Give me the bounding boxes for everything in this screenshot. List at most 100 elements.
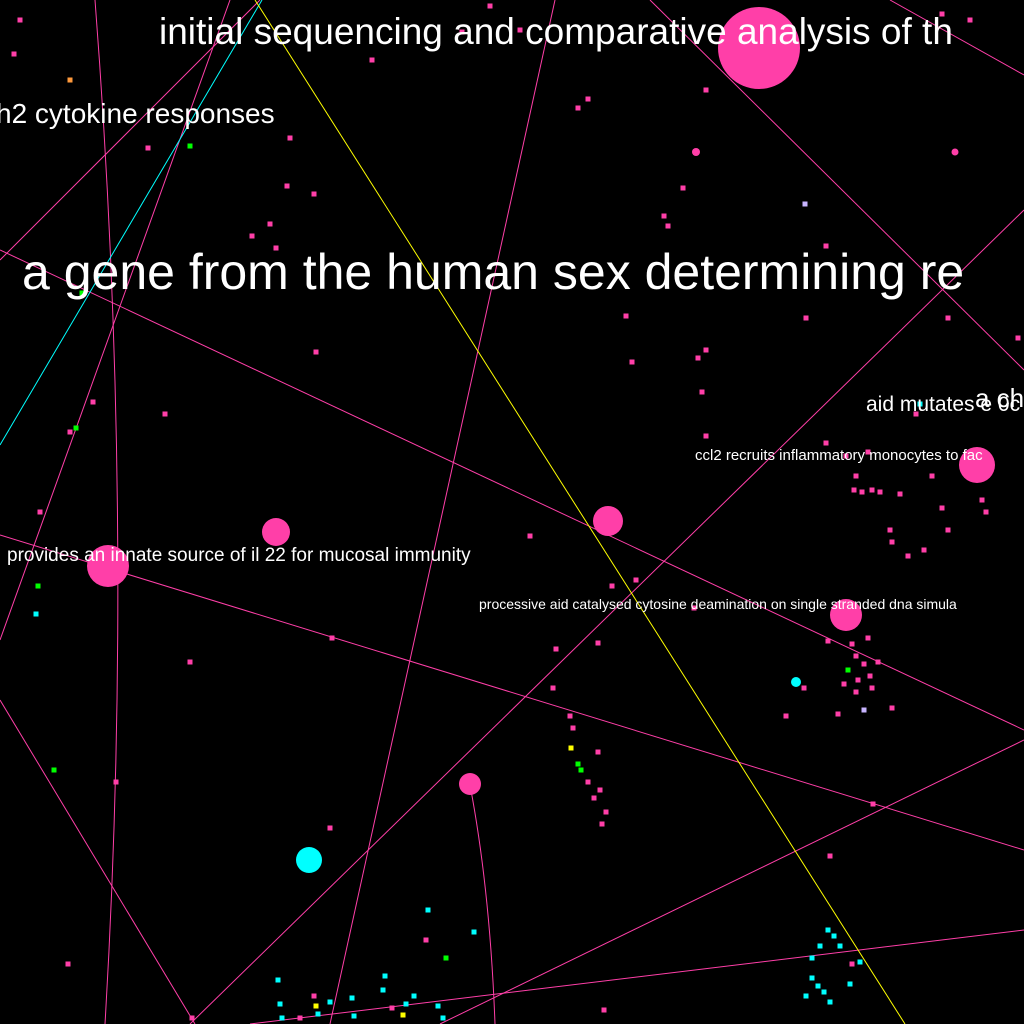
graph-node-small[interactable] bbox=[633, 577, 639, 583]
graph-node[interactable] bbox=[459, 773, 481, 795]
graph-node-small[interactable] bbox=[527, 533, 533, 539]
graph-node-small[interactable] bbox=[591, 795, 597, 801]
graph-node-small[interactable] bbox=[51, 767, 57, 773]
graph-node-small[interactable] bbox=[67, 429, 73, 435]
graph-node-small[interactable] bbox=[277, 1001, 283, 1007]
graph-node-small[interactable] bbox=[821, 989, 827, 995]
graph-node-small[interactable] bbox=[1015, 335, 1021, 341]
graph-node-small[interactable] bbox=[691, 605, 697, 611]
graph-node-small[interactable] bbox=[11, 51, 17, 57]
graph-node-small[interactable] bbox=[827, 853, 833, 859]
graph-node-small[interactable] bbox=[869, 685, 875, 691]
graph-node-small[interactable] bbox=[287, 135, 293, 141]
graph-node-small[interactable] bbox=[847, 981, 853, 987]
graph-node-small[interactable] bbox=[599, 821, 605, 827]
graph-node-small[interactable] bbox=[815, 983, 821, 989]
graph-node-small[interactable] bbox=[585, 779, 591, 785]
node-label-th2-cytokine[interactable]: h2 cytokine responses bbox=[0, 98, 275, 129]
graph-node-small[interactable] bbox=[843, 453, 849, 459]
graph-node-small[interactable] bbox=[859, 489, 865, 495]
graph-node-small[interactable] bbox=[825, 638, 831, 644]
graph-node-small[interactable] bbox=[187, 143, 193, 149]
graph-node-small[interactable] bbox=[853, 653, 859, 659]
graph-node-small[interactable] bbox=[400, 1012, 406, 1018]
graph-node-small[interactable] bbox=[423, 937, 429, 943]
graph-node-small[interactable] bbox=[623, 313, 629, 319]
graph-node[interactable] bbox=[296, 847, 322, 873]
graph-node-small[interactable] bbox=[575, 105, 581, 111]
graph-node-small[interactable] bbox=[865, 635, 871, 641]
graph-node-small[interactable] bbox=[595, 749, 601, 755]
graph-node-small[interactable] bbox=[609, 583, 615, 589]
graph-node-small[interactable] bbox=[945, 527, 951, 533]
graph-node-small[interactable] bbox=[162, 411, 168, 417]
graph-node-small[interactable] bbox=[403, 1001, 409, 1007]
graph-node-small[interactable] bbox=[351, 1013, 357, 1019]
graph-node[interactable] bbox=[718, 7, 800, 89]
graph-node-small[interactable] bbox=[629, 359, 635, 365]
graph-node-small[interactable] bbox=[913, 411, 919, 417]
graph-node-small[interactable] bbox=[35, 583, 41, 589]
graph-node-small[interactable] bbox=[65, 961, 71, 967]
graph-node-small[interactable] bbox=[389, 1005, 395, 1011]
graph-node-small[interactable] bbox=[841, 681, 847, 687]
graph-node-small[interactable] bbox=[284, 183, 290, 189]
graph-node-small[interactable] bbox=[695, 355, 701, 361]
graph-node-small[interactable] bbox=[661, 213, 667, 219]
graph-node-small[interactable] bbox=[680, 185, 686, 191]
graph-node-small[interactable] bbox=[570, 725, 576, 731]
node-label-ccl2[interactable]: ccl2 recruits inflammatory monocytes to … bbox=[695, 447, 983, 464]
graph-node-small[interactable] bbox=[297, 1015, 303, 1021]
graph-node-small[interactable] bbox=[329, 635, 335, 641]
graph-node-small[interactable] bbox=[703, 87, 709, 93]
graph-node-small[interactable] bbox=[568, 745, 574, 751]
graph-node-small[interactable] bbox=[825, 927, 831, 933]
graph-node[interactable] bbox=[692, 148, 700, 156]
graph-node-small[interactable] bbox=[803, 993, 809, 999]
graph-node-small[interactable] bbox=[575, 761, 581, 767]
graph-node-small[interactable] bbox=[279, 1015, 285, 1021]
graph-node-small[interactable] bbox=[585, 96, 591, 102]
graph-node-small[interactable] bbox=[145, 145, 151, 151]
graph-node-small[interactable] bbox=[67, 77, 73, 83]
node-label-il22[interactable]: provides an innate source of il 22 for m… bbox=[7, 545, 471, 566]
graph-node-small[interactable] bbox=[487, 3, 493, 9]
graph-node[interactable] bbox=[262, 518, 290, 546]
graph-node-small[interactable] bbox=[855, 677, 861, 683]
graph-node-small[interactable] bbox=[869, 487, 875, 493]
graph-node-small[interactable] bbox=[699, 389, 705, 395]
graph-node-small[interactable] bbox=[380, 987, 386, 993]
graph-node-small[interactable] bbox=[369, 57, 375, 63]
graph-node-small[interactable] bbox=[817, 943, 823, 949]
graph-node-small[interactable] bbox=[889, 539, 895, 545]
graph-node[interactable] bbox=[593, 506, 623, 536]
graph-node-small[interactable] bbox=[249, 233, 255, 239]
graph-node-small[interactable] bbox=[603, 809, 609, 815]
graph-node-small[interactable] bbox=[945, 315, 951, 321]
graph-node[interactable] bbox=[951, 148, 959, 156]
graph-node-small[interactable] bbox=[411, 993, 417, 999]
graph-node-small[interactable] bbox=[425, 907, 431, 913]
graph-node-small[interactable] bbox=[17, 17, 23, 23]
graph-node-small[interactable] bbox=[435, 1003, 441, 1009]
graph-node-small[interactable] bbox=[929, 473, 935, 479]
graph-node-small[interactable] bbox=[897, 491, 903, 497]
graph-node-small[interactable] bbox=[831, 933, 837, 939]
graph-node-small[interactable] bbox=[349, 995, 355, 1001]
graph-node-small[interactable] bbox=[835, 711, 841, 717]
graph-node-small[interactable] bbox=[851, 487, 857, 493]
graph-node-small[interactable] bbox=[703, 347, 709, 353]
graph-node-small[interactable] bbox=[875, 659, 881, 665]
graph-node-small[interactable] bbox=[327, 825, 333, 831]
graph-node-small[interactable] bbox=[979, 497, 985, 503]
graph-node-small[interactable] bbox=[273, 245, 279, 251]
graph-node-small[interactable] bbox=[967, 17, 973, 23]
graph-node-small[interactable] bbox=[801, 685, 807, 691]
graph-node-small[interactable] bbox=[983, 509, 989, 515]
graph-node-small[interactable] bbox=[877, 489, 883, 495]
node-label-sex-determining[interactable]: a gene from the human sex determining re bbox=[22, 244, 964, 300]
graph-node[interactable] bbox=[87, 545, 129, 587]
graph-node-small[interactable] bbox=[597, 787, 603, 793]
graph-node-small[interactable] bbox=[189, 1015, 195, 1021]
node-label-initial-sequencing[interactable]: initial sequencing and comparative analy… bbox=[159, 11, 953, 52]
